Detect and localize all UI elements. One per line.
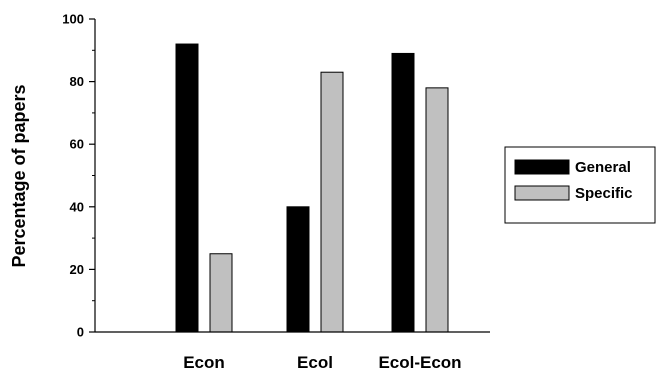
- bar-specific-ecol: [320, 71, 344, 333]
- bar-general-econ: [175, 43, 199, 333]
- legend-label-general: General: [575, 159, 631, 176]
- bar-general-ecol-econ: [391, 52, 415, 333]
- legend-swatch-general: [514, 159, 570, 175]
- legend: General Specific: [504, 146, 656, 224]
- y-tick-label: 80: [70, 74, 84, 89]
- bars-group: [175, 43, 449, 333]
- y-tick-label: 100: [62, 12, 84, 27]
- x-tick-label: Ecol: [297, 353, 333, 372]
- x-tick-label: Ecol-Econ: [378, 353, 461, 372]
- y-axis-title: Percentage of papers: [9, 84, 29, 267]
- y-tick-label: 60: [70, 137, 84, 152]
- legend-swatch-specific: [514, 185, 570, 201]
- legend-label-specific: Specific: [575, 185, 633, 202]
- y-tick-label: 0: [77, 325, 84, 340]
- bar-specific-ecol-econ: [425, 87, 449, 333]
- y-tick-label: 20: [70, 262, 84, 277]
- axes-group: Econ Ecol Ecol-Econ 0 20 40 60 80 100: [62, 12, 490, 372]
- y-tick-label: 40: [70, 199, 84, 214]
- x-tick-label: Econ: [183, 353, 225, 372]
- bar-general-ecol: [286, 206, 310, 333]
- bar-specific-econ: [209, 253, 233, 333]
